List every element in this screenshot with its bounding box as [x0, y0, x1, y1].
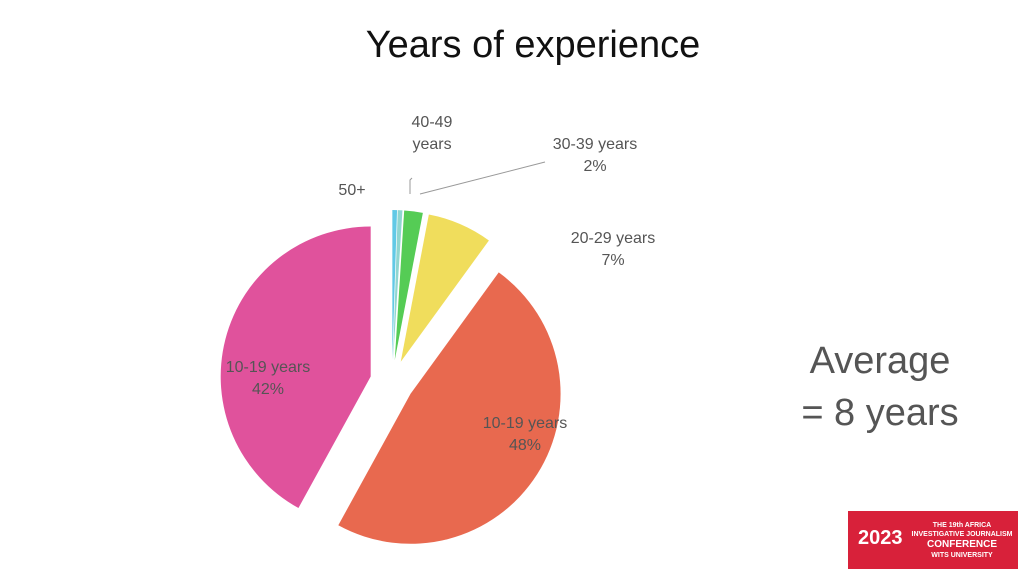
pie-slice [400, 214, 489, 362]
logo-year: 2023 [858, 527, 903, 549]
pie-slice [220, 226, 371, 508]
slice-label: 20-29 years [570, 230, 656, 247]
chart-title: Years of experience [365, 24, 701, 66]
logo-text: THE 19th AFRICA [932, 522, 992, 529]
value-label: 7% [601, 252, 625, 269]
slice-label: 10-19 years [482, 415, 568, 432]
slice-label: 40-49 years [411, 114, 453, 153]
logo: 2023 THE 19th AFRICA INVESTIGATIVE JOURN… [848, 511, 1018, 569]
slice-label: 50+ [338, 182, 366, 199]
leader-line [419, 161, 546, 195]
leader-line [409, 177, 413, 194]
annotation: = 8 years [801, 392, 959, 434]
pie-slice [338, 272, 561, 544]
value-label: 42% [251, 381, 285, 398]
logo-text: WITS UNIVERSITY [931, 552, 993, 559]
pie-slice [394, 210, 423, 361]
slice-label: 30-39 years [552, 136, 638, 153]
annotation: Average [809, 340, 951, 382]
pie-slice [392, 210, 398, 361]
pie-slice [393, 210, 403, 361]
logo-text: INVESTIGATIVE JOURNALISM [911, 531, 1013, 538]
value-label: 2% [583, 158, 607, 175]
slice-label: 10-19 years [225, 359, 311, 376]
value-label: 48% [508, 437, 542, 454]
logo-text: CONFERENCE [926, 539, 997, 550]
